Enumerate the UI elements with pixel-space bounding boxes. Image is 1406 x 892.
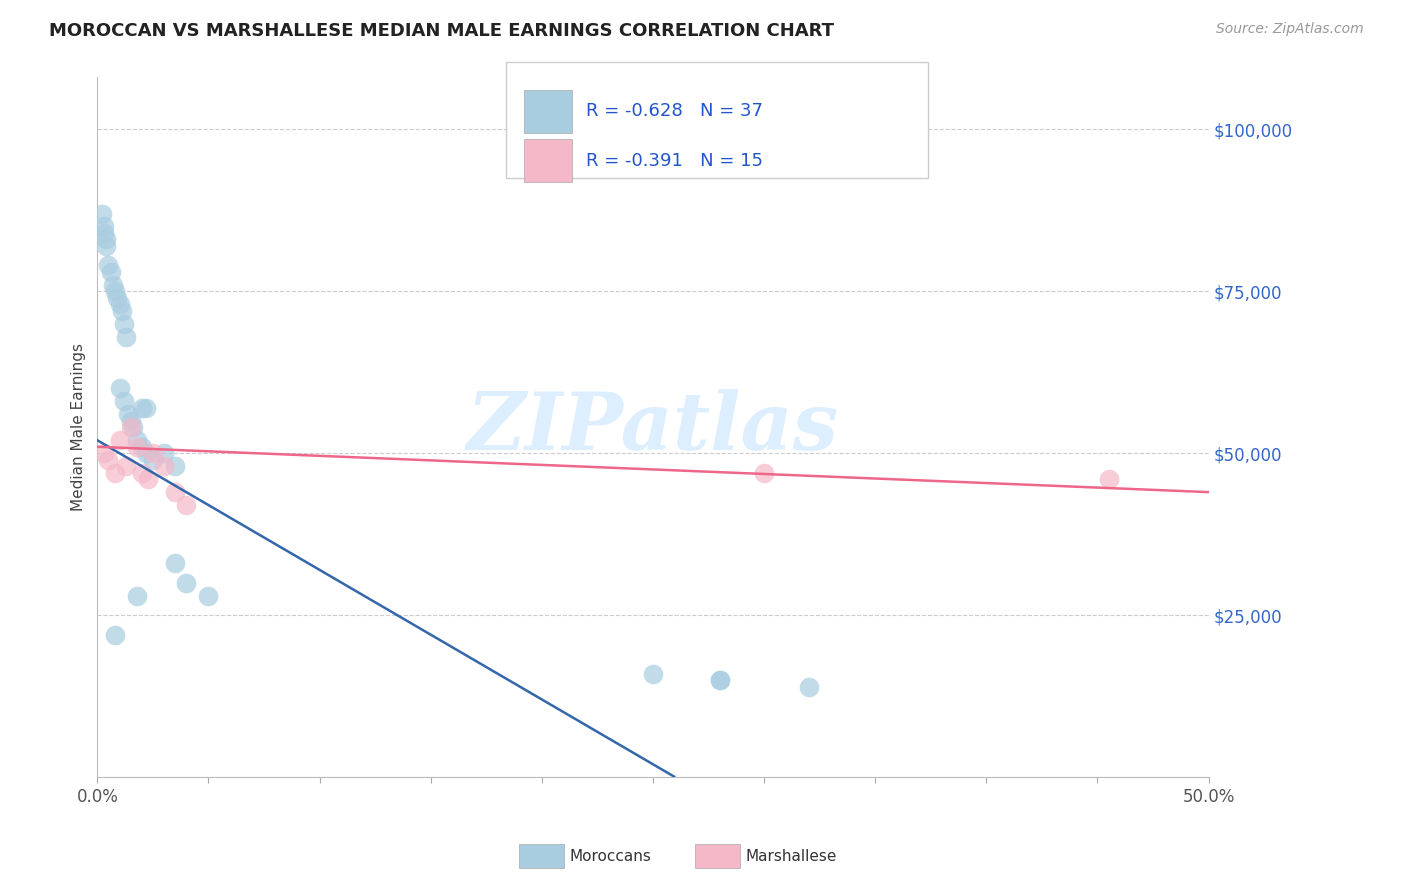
Point [165,459,187,474]
Point [165,485,187,500]
Point [101,277,124,292]
Point [97,452,120,467]
Point [174,575,197,590]
Point [104,285,127,299]
Point [108,297,131,311]
Point [104,628,127,642]
Point [131,466,153,480]
Point [96,232,118,246]
Point [115,459,138,474]
Point [197,589,219,603]
Point [127,434,149,448]
Point [93,219,115,234]
Text: Marshallese: Marshallese [745,849,837,863]
Point [127,440,149,454]
Point [131,440,153,454]
Point [105,291,128,305]
Point [90,206,112,220]
Text: MOROCCAN VS MARSHALLESE MEDIAN MALE EARNINGS CORRELATION CHART: MOROCCAN VS MARSHALLESE MEDIAN MALE EARN… [49,22,834,40]
Point [1097,472,1119,486]
Point [111,303,134,318]
Point [153,446,176,460]
Point [93,226,115,240]
Text: R = -0.628   N = 37: R = -0.628 N = 37 [586,103,763,120]
Point [115,329,138,343]
Point [797,680,820,694]
Point [709,673,731,687]
Point [117,408,139,422]
Point [641,666,664,681]
Point [135,401,157,415]
Point [122,420,145,434]
Point [131,401,153,415]
Point [138,472,160,486]
Point [96,239,118,253]
Point [709,673,731,687]
Point [104,466,127,480]
Text: R = -0.391   N = 15: R = -0.391 N = 15 [586,152,763,169]
Point [174,498,197,512]
Point [127,589,149,603]
Point [100,265,122,279]
Point [112,394,135,409]
Point [108,434,131,448]
Point [142,452,165,467]
Point [93,446,115,460]
Point [142,446,165,460]
Text: Source: ZipAtlas.com: Source: ZipAtlas.com [1216,22,1364,37]
Point [153,459,176,474]
Y-axis label: Median Male Earnings: Median Male Earnings [72,343,86,511]
Point [120,414,142,428]
Text: Moroccans: Moroccans [569,849,651,863]
Point [120,420,142,434]
Text: ZIPatlas: ZIPatlas [467,389,839,467]
Point [135,446,157,460]
Point [112,317,135,331]
Point [165,557,187,571]
Point [108,381,131,395]
Point [97,258,120,272]
Point [752,466,775,480]
